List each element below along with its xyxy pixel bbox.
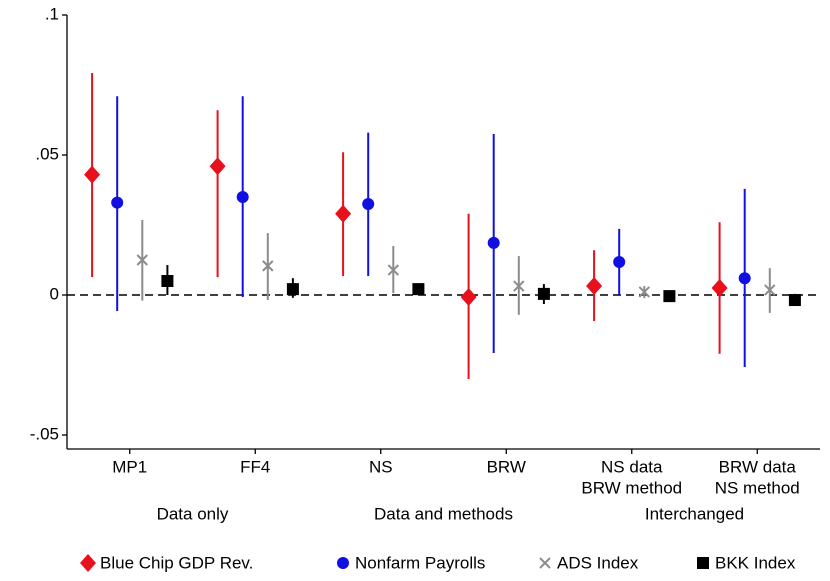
group-label: Data and methods (374, 504, 513, 523)
legend-marker (697, 557, 709, 569)
point (136, 254, 149, 266)
point (537, 287, 550, 300)
x-tick-label: BRW (487, 457, 526, 476)
y-tick-label: .05 (35, 144, 59, 163)
point (613, 255, 626, 268)
x-tick-label: NS data (601, 457, 663, 476)
point (161, 275, 174, 287)
x-tick-label: BRW method (581, 478, 682, 497)
x-tick-label: BRW data (719, 457, 797, 476)
point (412, 283, 425, 296)
legend-label: BKK Index (715, 553, 796, 572)
x-tick-label: FF4 (240, 457, 270, 476)
point (362, 198, 375, 210)
point (764, 284, 776, 296)
point (84, 165, 101, 184)
x-tick-label: NS method (715, 478, 800, 497)
point (663, 290, 676, 303)
legend-marker (539, 557, 551, 569)
point (638, 286, 651, 298)
point (788, 294, 801, 307)
point (262, 260, 274, 272)
y-tick-label: -.05 (30, 424, 59, 443)
point (236, 191, 249, 203)
point (487, 236, 500, 249)
legend-label: Nonfarm Payrolls (355, 553, 485, 572)
point (460, 287, 477, 306)
point (387, 264, 400, 276)
point (335, 204, 352, 223)
group-label: Data only (157, 504, 229, 523)
legend-label: Blue Chip GDP Rev. (100, 553, 253, 572)
point (586, 277, 603, 296)
y-tick-label: .1 (45, 4, 59, 23)
point (738, 272, 751, 285)
point (111, 196, 124, 209)
point (513, 280, 525, 292)
point (711, 279, 728, 297)
point (209, 157, 226, 176)
x-tick-label: MP1 (112, 457, 147, 476)
point (286, 283, 299, 296)
group-label: Interchanged (645, 504, 744, 523)
legend-marker (337, 557, 349, 569)
x-tick-label: NS (369, 457, 393, 476)
legend-marker (80, 554, 96, 572)
legend-label: ADS Index (557, 553, 639, 572)
y-tick-label: 0 (50, 284, 59, 303)
